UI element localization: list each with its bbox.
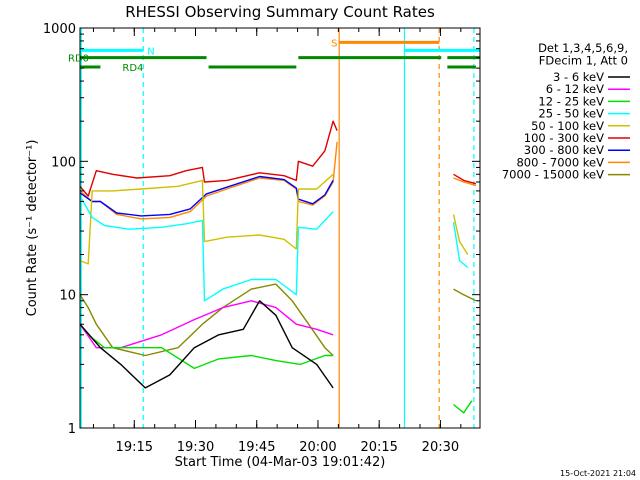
legend-label-7: 800 - 7000 keV	[516, 155, 604, 169]
legend: Det 1,3,4,5,6,9,FDecim 1, Att 0 3 - 6 keV…	[502, 41, 630, 182]
series-line-2	[80, 175, 334, 217]
flag-label-RD4: RD4	[122, 63, 143, 74]
flag-label-S: S	[331, 38, 337, 49]
series-line-12	[452, 214, 469, 255]
y-tick-label-3: 1000	[43, 22, 76, 37]
series-group	[80, 120, 477, 414]
series-line-8	[80, 300, 334, 389]
flag-bars	[80, 40, 480, 69]
x-tick-label-2: 19:45	[238, 440, 275, 455]
series-line-1	[80, 141, 338, 220]
y-axis-label: Count Rate (s⁻¹ detector⁻¹)	[25, 140, 40, 317]
series-line-5	[80, 283, 334, 357]
x-tick-label-0: 19:15	[116, 440, 153, 455]
series-line-4	[80, 195, 334, 302]
legend-label-4: 50 - 100 keV	[531, 119, 604, 133]
legend-label-1: 6 - 12 keV	[546, 82, 604, 96]
series-line-11	[452, 221, 469, 269]
series-line-0	[80, 120, 338, 197]
x-tick-label-4: 20:15	[360, 440, 397, 455]
series-line-9	[453, 173, 477, 185]
legend-label-3: 25 - 50 keV	[538, 107, 604, 121]
legend-label-2: 12 - 25 keV	[538, 94, 604, 108]
vertical-markers	[80, 28, 475, 428]
x-tick-label-5: 20:30	[422, 440, 459, 455]
x-tick-label-3: 20:00	[299, 440, 336, 455]
legend-header-1: FDecim 1, Att 0	[539, 54, 628, 68]
render-timestamp: 15-Oct-2021 21:04	[560, 469, 636, 478]
y-tick-label-1: 10	[59, 289, 76, 304]
series-line-3	[80, 173, 334, 265]
flag-labels: N RD0 RD4 S	[68, 38, 338, 74]
chart-title: RHESSI Observing Summary Count Rates	[125, 3, 435, 21]
y-tick-label-0: 1	[68, 422, 76, 437]
legend-label-5: 100 - 300 keV	[524, 131, 604, 145]
flag-label-N: N	[147, 46, 154, 57]
x-axis: 19:15 19:30 19:45 20:00 20:15 20:30	[92, 28, 462, 455]
plot-frame	[79, 27, 481, 429]
y-axis: 1 10 100 1000	[43, 22, 480, 437]
series-line-7	[87, 334, 334, 370]
flag-label-RD0: RD0	[68, 54, 89, 65]
series-line-10	[453, 177, 477, 187]
legend-label-8: 7000 - 15000 keV	[502, 168, 604, 182]
legend-header-0: Det 1,3,4,5,6,9,	[538, 41, 628, 55]
legend-label-0: 3 - 6 keV	[553, 70, 604, 84]
x-axis-label: Start Time (04-Mar-03 19:01:42)	[175, 455, 386, 470]
y-tick-label-2: 100	[51, 155, 76, 170]
legend-label-6: 300 - 800 keV	[524, 143, 604, 157]
series-line-14	[453, 400, 473, 414]
series-line-13	[453, 288, 477, 302]
x-tick-label-1: 19:30	[177, 440, 214, 455]
